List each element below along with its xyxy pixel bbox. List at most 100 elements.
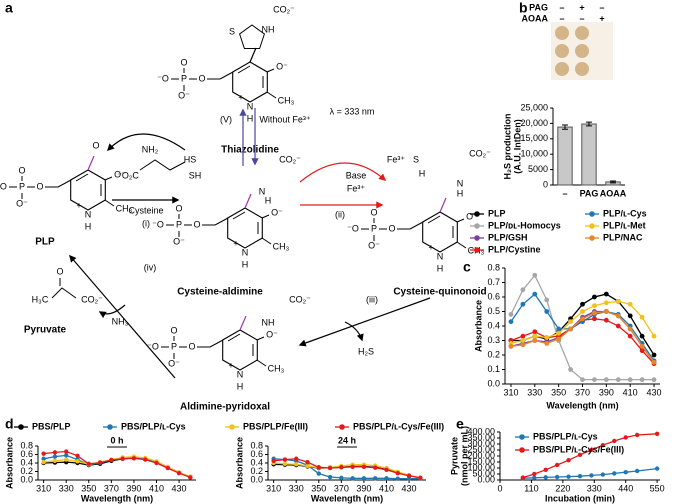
data-point xyxy=(623,435,628,440)
atom-label: ⁻O xyxy=(152,219,164,229)
chart-title: 24 h xyxy=(338,435,356,445)
data-point xyxy=(143,457,148,462)
legend-label: PBS/PLP/ʟ-Cys/Fe(III) xyxy=(533,444,624,454)
bond xyxy=(456,241,467,249)
bond xyxy=(51,278,77,299)
annotation: Cysteine xyxy=(128,205,163,215)
x-tick-label: 310 xyxy=(36,483,51,493)
bond xyxy=(227,333,241,342)
ring xyxy=(239,24,265,49)
data-point xyxy=(623,470,628,475)
annotation: Without Fe³⁺ xyxy=(259,114,311,124)
legend-label: PLP xyxy=(488,208,506,218)
legend-label: PBS/PLP xyxy=(32,421,71,431)
bond xyxy=(266,68,275,73)
data-point xyxy=(361,476,367,481)
atom-label: O⁻ xyxy=(271,207,283,217)
x-axis-label: Wavelength (nm) xyxy=(81,493,153,503)
data-point xyxy=(634,432,640,438)
bond xyxy=(244,193,252,209)
y-tick-label: 0.2 xyxy=(487,349,500,359)
bond xyxy=(139,159,186,171)
atom-label: P xyxy=(371,223,377,233)
atom-label: ⁻O₂C xyxy=(117,170,139,180)
legend-label: PLP/ʟ-Cys xyxy=(603,208,647,218)
atom-label: O xyxy=(180,57,187,67)
bond xyxy=(219,71,234,80)
data-point xyxy=(612,438,617,444)
atom-label: P xyxy=(176,219,182,229)
data-point xyxy=(532,333,538,339)
x-tick-label: 0 xyxy=(497,483,502,493)
y-tick-label: 10,000 xyxy=(520,149,548,159)
data-point xyxy=(520,475,526,480)
atom-label: ⁻O xyxy=(0,181,7,191)
arrow xyxy=(106,133,186,152)
x-tick-label: – xyxy=(562,188,567,198)
data-point xyxy=(600,472,606,477)
data-point xyxy=(86,461,91,467)
data-point xyxy=(556,330,562,336)
y-tick-label: 0.8 xyxy=(487,262,500,272)
data-point xyxy=(165,465,170,471)
y-tick-label: 50.00 xyxy=(472,468,495,478)
data-point xyxy=(350,464,355,470)
data-point xyxy=(627,313,633,319)
data-point xyxy=(592,316,597,322)
legend-label: PBS/PLP/ʟ-Cys xyxy=(121,421,186,431)
dot-blot xyxy=(555,26,589,76)
bond xyxy=(104,199,115,207)
atom-label: HS xyxy=(184,154,197,164)
bond xyxy=(87,155,95,171)
x-tick-label: 390 xyxy=(356,483,371,493)
compound-name: Cysteine-quinonoid xyxy=(393,287,486,298)
x-tick-label: 370 xyxy=(104,483,119,493)
treatment-label: PAG xyxy=(529,2,548,12)
data-point xyxy=(615,377,621,383)
compound-name: Pyruvate xyxy=(24,325,67,336)
legend-marker xyxy=(474,211,480,217)
legend-label: PLP/NAC xyxy=(603,232,643,242)
y-tick-label: 0.0 xyxy=(487,378,500,388)
x-tick-label: 410 xyxy=(623,387,638,397)
y-tick-label: 0.6 xyxy=(20,449,33,459)
atom-label: H xyxy=(437,263,444,273)
data-point xyxy=(639,343,645,349)
atom-label: O⁻ xyxy=(16,198,28,208)
annotation: (iii) xyxy=(366,294,378,304)
data-point xyxy=(651,377,657,383)
data-point xyxy=(305,459,310,465)
data-point xyxy=(64,453,69,458)
bond xyxy=(237,65,251,74)
atom-label: NH₂ xyxy=(142,144,159,154)
bond xyxy=(256,336,265,341)
data-point xyxy=(64,457,69,462)
bar xyxy=(557,126,573,186)
data-point xyxy=(627,377,633,383)
data-point xyxy=(580,316,585,322)
data-point xyxy=(339,475,344,481)
data-point xyxy=(52,458,58,464)
data-point xyxy=(603,309,609,314)
data-point xyxy=(639,314,645,320)
y-axis-label: Absorbance xyxy=(473,300,483,352)
data-point xyxy=(544,297,550,303)
error-bar xyxy=(610,180,616,184)
data-point xyxy=(520,333,526,339)
legend-label: PLP/GSH xyxy=(488,232,528,242)
data-point xyxy=(384,476,389,481)
data-point xyxy=(592,310,597,316)
data-point xyxy=(176,471,182,476)
data-point xyxy=(603,291,609,297)
y-tick-label: 0.4 xyxy=(20,457,33,467)
data-point xyxy=(600,443,606,448)
atom-label: ⁻O xyxy=(147,341,159,351)
data-point xyxy=(532,272,538,278)
data-point xyxy=(615,323,621,329)
legend-marker xyxy=(589,211,595,217)
atom-label: O xyxy=(56,266,63,276)
atom-label: O xyxy=(388,223,395,233)
bond xyxy=(75,173,89,182)
data-point xyxy=(554,474,560,480)
x-tick-label: 220 xyxy=(555,483,570,493)
